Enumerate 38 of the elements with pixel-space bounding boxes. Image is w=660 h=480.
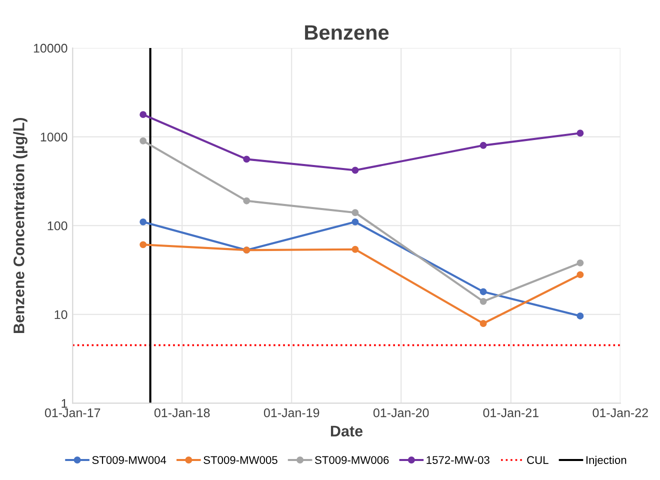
point [576, 130, 584, 137]
point [480, 320, 487, 327]
point [352, 246, 359, 253]
point [352, 209, 359, 216]
point [576, 312, 584, 320]
x-tick-label: 01-Jan-17 [44, 408, 100, 418]
point [243, 197, 250, 204]
point [352, 166, 359, 174]
point [140, 137, 147, 144]
y-axis-title: Benzene Concentration (µg/L) [13, 118, 28, 333]
legend-label: Injection [586, 456, 626, 466]
point [480, 288, 487, 296]
point [352, 218, 359, 226]
legend-label: ST009-MW005 [204, 456, 278, 464]
x-tick-label: 01-Jan-21 [483, 408, 538, 418]
y-tick-label: 1 [62, 399, 68, 408]
point [243, 156, 250, 163]
legend-label: ST009-MW006 [314, 456, 389, 464]
point [480, 298, 487, 305]
x-tick-label: 01-Jan-20 [373, 408, 429, 418]
y-tick-label: 10000 [34, 44, 68, 53]
point [140, 241, 147, 248]
y-tick-label: 10 [54, 310, 68, 320]
point [140, 218, 147, 226]
point [480, 142, 487, 149]
x-tick-label: 01-Jan-22 [592, 408, 648, 418]
point [576, 259, 584, 266]
y-tick-label: 100 [48, 221, 68, 230]
x-axis-title: Date [330, 426, 363, 436]
point [576, 271, 584, 278]
legend-label: ST009-MW004 [92, 456, 166, 464]
chart-title: Benzene [305, 25, 389, 40]
x-tick-label: 01-Jan-18 [154, 408, 210, 418]
legend-label: CUL [527, 456, 548, 464]
x-tick-label: 01-Jan-19 [264, 408, 320, 418]
y-tick-label: 1000 [40, 132, 68, 142]
legend-label: 1572-MW-03 [426, 456, 490, 464]
point [140, 111, 147, 118]
